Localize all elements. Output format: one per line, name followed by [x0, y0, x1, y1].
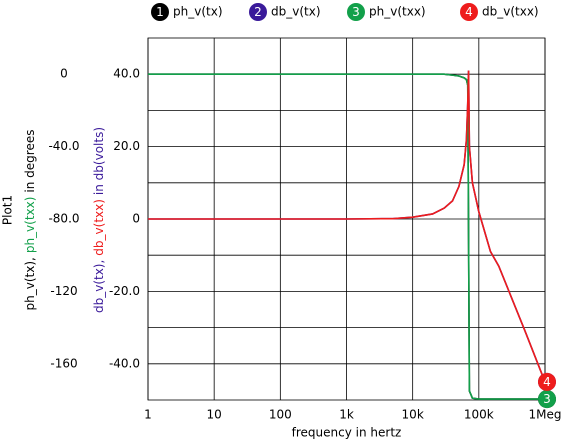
legend-marker-label: 1: [156, 5, 164, 19]
end-marker-label: 4: [543, 375, 551, 389]
x-tick-label: 10: [207, 408, 222, 422]
axis-title-part: ph_v(tx),: [23, 257, 37, 310]
y-tick-label: 20.0: [113, 139, 140, 153]
legend-label: db_v(txx): [482, 5, 539, 19]
x-tick-label: 1Meg: [529, 408, 562, 422]
y2-tick-label: -80.0: [48, 212, 79, 226]
legend-marker-label: 4: [465, 5, 473, 19]
x-tick-label: 100: [269, 408, 292, 422]
series-line: [148, 70, 546, 383]
legend-marker: [151, 3, 169, 21]
x-tick-label: 1: [144, 408, 152, 422]
end-marker: [538, 372, 556, 391]
y-tick-label: 0: [132, 212, 140, 226]
y-tick-label: 40.0: [113, 67, 140, 81]
y2-tick-label: -120: [50, 284, 77, 298]
axis-title-part: ph_v(txx): [23, 197, 37, 254]
x-tick-label: 100k: [464, 408, 494, 422]
y-tick-label: -40.0: [109, 356, 140, 370]
axis-title-part: in degrees: [23, 130, 37, 193]
legend-marker: [460, 3, 478, 21]
legend-marker-label: 3: [352, 5, 360, 19]
end-marker-label: 3: [543, 392, 551, 406]
y2-tick-label: -160: [50, 356, 77, 370]
plot-name: Plot1: [1, 195, 15, 225]
axis-title-part: db_v(tx),: [92, 260, 106, 313]
y2-tick-label: -40.0: [48, 139, 79, 153]
x-axis-title: frequency in hertz: [292, 426, 402, 440]
legend-marker: [347, 3, 365, 21]
legend-label: ph_v(tx): [173, 5, 223, 19]
y-axis-title: db_v(tx), db_v(txx) in db(volts): [92, 127, 106, 313]
x-tick-label: 10k: [402, 408, 424, 422]
end-marker: [538, 390, 556, 409]
legend-marker: [249, 3, 267, 21]
y2-tick-label: 0: [60, 67, 68, 81]
y-tick-label: -20.0: [109, 284, 140, 298]
y2-axis-title: ph_v(tx), ph_v(txx) in degrees: [23, 130, 37, 311]
x-tick-label: 1k: [339, 408, 354, 422]
axis-title-part: in db(volts): [92, 127, 106, 195]
series-line: [148, 73, 545, 400]
axis-title-part: db_v(txx): [92, 199, 106, 256]
legend-label: ph_v(txx): [369, 5, 426, 19]
legend-label: db_v(tx): [271, 5, 321, 19]
legend-marker-label: 2: [254, 5, 262, 19]
